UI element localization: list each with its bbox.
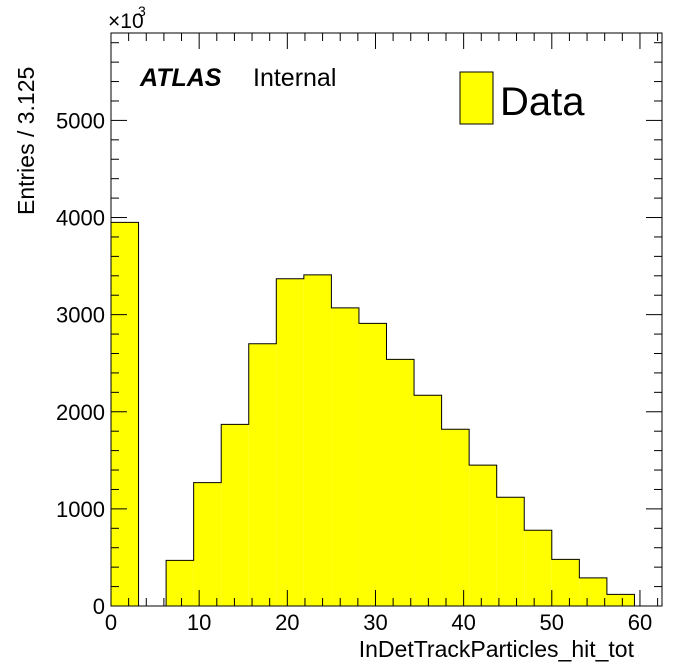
y-axis-tick-labels: 0 1000 2000 3000 4000 5000 (56, 108, 105, 619)
histogram-bar (303, 274, 332, 606)
legend-swatch-data (459, 71, 494, 125)
histogram-bar (551, 559, 580, 606)
y-tick-label: 0 (93, 594, 105, 619)
histogram-bar (331, 307, 359, 606)
x-tick-label: 50 (540, 610, 564, 635)
histogram-bar (248, 343, 277, 606)
histogram-bar (579, 577, 607, 606)
x-axis-title: InDetTrackParticles_hit_tot (359, 636, 635, 662)
y-axis-ticks (111, 42, 662, 607)
atlas-label: ATLAS (139, 64, 222, 92)
histogram-bar (496, 497, 525, 606)
plot-frame (110, 32, 663, 607)
x-axis-ticks (110, 33, 659, 606)
histogram-bar (606, 594, 635, 606)
histogram-bar (386, 359, 415, 606)
x-tick-label: 10 (187, 610, 211, 635)
y-tick-label: 1000 (56, 497, 105, 522)
internal-label: Internal (253, 64, 336, 92)
x-tick-label: 30 (363, 610, 387, 635)
x-tick-label: 40 (451, 610, 475, 635)
y-multiplier-exponent: 3 (138, 3, 146, 19)
y-tick-label: 4000 (56, 206, 105, 231)
histogram-bar (221, 424, 249, 606)
y-multiplier: ×10 (108, 10, 144, 33)
histogram-bar (111, 222, 139, 607)
x-tick-label: 0 (105, 610, 117, 635)
x-tick-label: 60 (628, 610, 652, 635)
y-tick-label: 5000 (56, 108, 105, 133)
y-tick-label: 3000 (56, 303, 105, 328)
histogram-bar (276, 278, 304, 606)
histogram-bar (524, 530, 552, 606)
x-tick-label: 20 (275, 610, 299, 635)
x-axis-tick-labels: 0 10 20 30 40 50 60 (105, 610, 652, 635)
y-axis-title: Entries / 3.125 (13, 67, 39, 215)
histogram-bar (414, 395, 442, 606)
histogram-bar (166, 560, 194, 606)
histogram-outline (110, 221, 662, 607)
histogram-bar (358, 323, 387, 606)
histogram-bar (193, 482, 222, 606)
y-tick-label: 2000 (56, 400, 105, 425)
histogram-bar (441, 429, 470, 606)
legend-label-data: Data (500, 80, 585, 124)
histogram-bar (469, 465, 497, 606)
histogram-bars (110, 221, 662, 607)
